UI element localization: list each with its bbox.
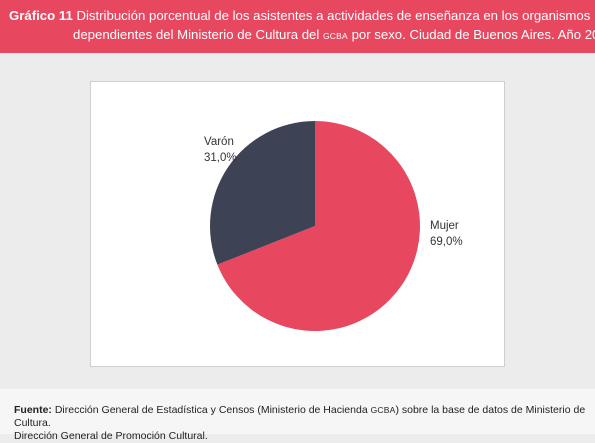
pie-slice-mujer xyxy=(217,121,420,331)
label-varon-name: Varón xyxy=(204,136,234,148)
pie-chart xyxy=(209,121,420,331)
chart-title-abbrev: GCBA xyxy=(323,31,348,41)
pie-slice-varn xyxy=(209,121,315,265)
chart-title-text1: Distribución porcentual de los asistente… xyxy=(76,8,591,23)
chart-title-text2a: dependientes del Ministerio de Cultura d… xyxy=(73,27,320,42)
source-line2: Dirección General de Promoción Cultural. xyxy=(14,430,208,442)
source-text-a: Dirección General de Estadística y Censo… xyxy=(54,404,368,416)
chart-header: Gráfico 11 Distribución porcentual de lo… xyxy=(0,0,595,53)
source-line1: Fuente: Dirección General de Estadística… xyxy=(14,404,595,430)
label-mujer-name: Mujer xyxy=(430,220,459,232)
source-note: Fuente: Dirección General de Estadística… xyxy=(14,404,595,443)
chart-number: Gráfico 11 xyxy=(9,8,73,23)
label-mujer-value: 69,0% xyxy=(430,236,463,248)
chart-panel: Varón 31,0% Mujer 69,0% xyxy=(90,81,505,367)
label-varon-value: 31,0% xyxy=(204,152,237,164)
source-label: Fuente: xyxy=(14,404,52,416)
chart-title-line2: dependientes del Ministerio de Cultura d… xyxy=(73,27,595,42)
label-mujer: Mujer 69,0% xyxy=(430,218,463,250)
chart-title-line1: Gráfico 11 Distribución porcentual de lo… xyxy=(9,8,590,23)
footer-band xyxy=(0,389,595,434)
source-abbrev: GCBA xyxy=(370,405,396,415)
chart-title-text2b: por sexo. Ciudad de Buenos Aires. Año 20… xyxy=(351,27,595,42)
label-varon: Varón 31,0% xyxy=(204,134,237,166)
source-text-b: ) sobre la base de datos de Ministerio d… xyxy=(14,404,586,429)
